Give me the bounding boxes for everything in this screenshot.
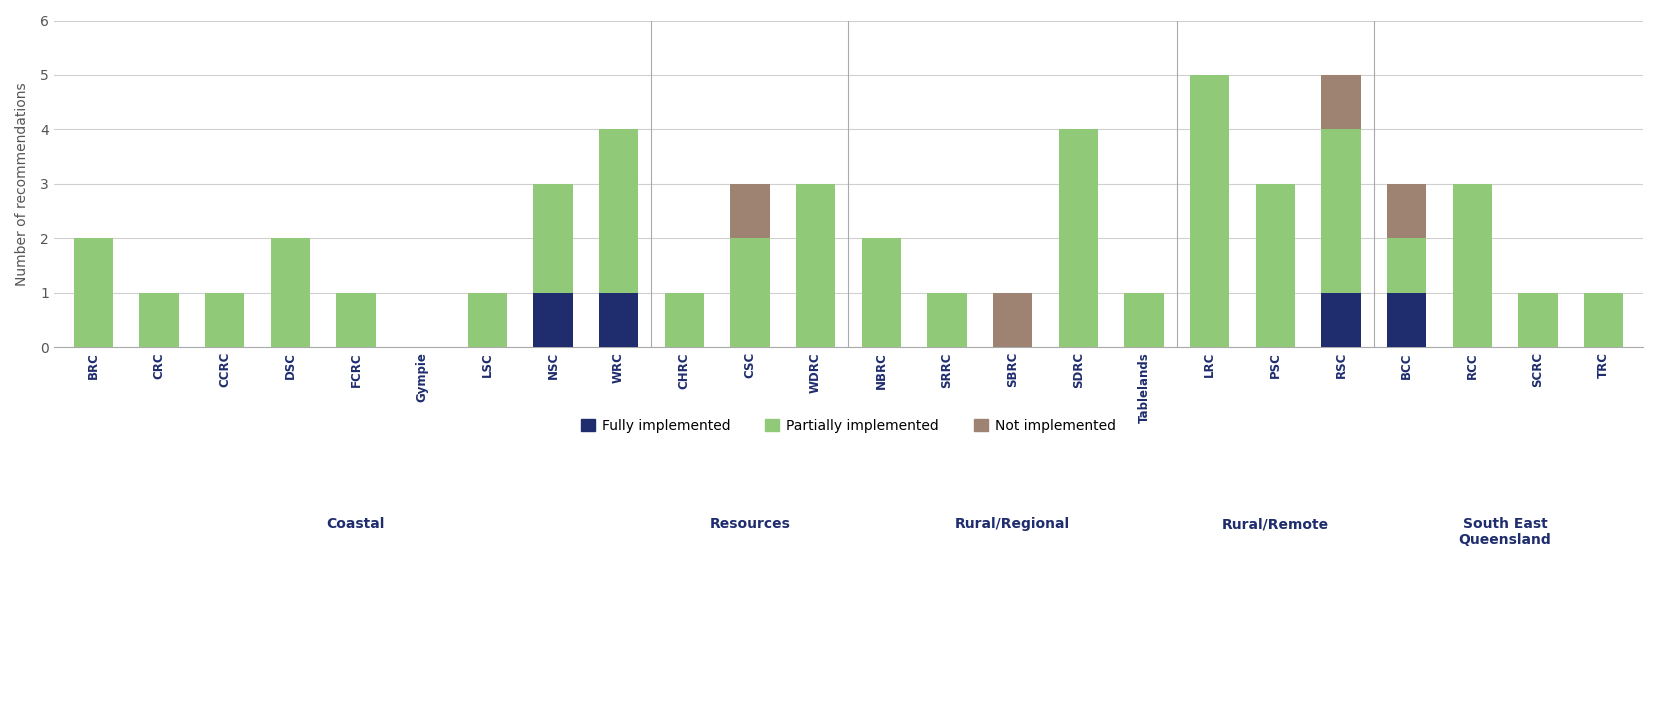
Bar xyxy=(270,238,310,347)
Bar xyxy=(534,184,572,293)
Bar xyxy=(795,184,835,347)
Text: Rural/Remote: Rural/Remote xyxy=(1221,517,1327,531)
Bar xyxy=(1582,293,1622,347)
Bar xyxy=(1190,75,1228,347)
Bar xyxy=(1385,293,1425,347)
Bar xyxy=(1057,129,1097,347)
Bar xyxy=(598,293,638,347)
Bar xyxy=(1321,129,1360,293)
Bar xyxy=(1452,184,1491,347)
Bar xyxy=(862,238,900,347)
Bar xyxy=(1254,184,1294,347)
Y-axis label: Number of recommendations: Number of recommendations xyxy=(15,82,28,286)
Text: Coastal: Coastal xyxy=(326,517,384,531)
Text: South East
Queensland: South East Queensland xyxy=(1458,517,1551,548)
Bar xyxy=(1385,184,1425,238)
Bar xyxy=(664,293,704,347)
Bar xyxy=(205,293,244,347)
Bar xyxy=(1385,238,1425,293)
Text: Resources: Resources xyxy=(709,517,790,531)
Bar xyxy=(729,184,769,238)
Bar xyxy=(598,129,638,293)
Bar xyxy=(1321,75,1360,129)
Bar xyxy=(926,293,966,347)
Text: Rural/Regional: Rural/Regional xyxy=(954,517,1069,531)
Bar xyxy=(729,238,769,347)
Bar xyxy=(73,238,113,347)
Bar xyxy=(467,293,507,347)
Bar xyxy=(993,293,1032,347)
Bar xyxy=(534,293,572,347)
Bar xyxy=(1321,293,1360,347)
Legend: Fully implemented, Partially implemented, Not implemented: Fully implemented, Partially implemented… xyxy=(575,413,1120,438)
Bar xyxy=(139,293,179,347)
Bar xyxy=(1518,293,1556,347)
Bar xyxy=(336,293,376,347)
Bar xyxy=(1123,293,1163,347)
